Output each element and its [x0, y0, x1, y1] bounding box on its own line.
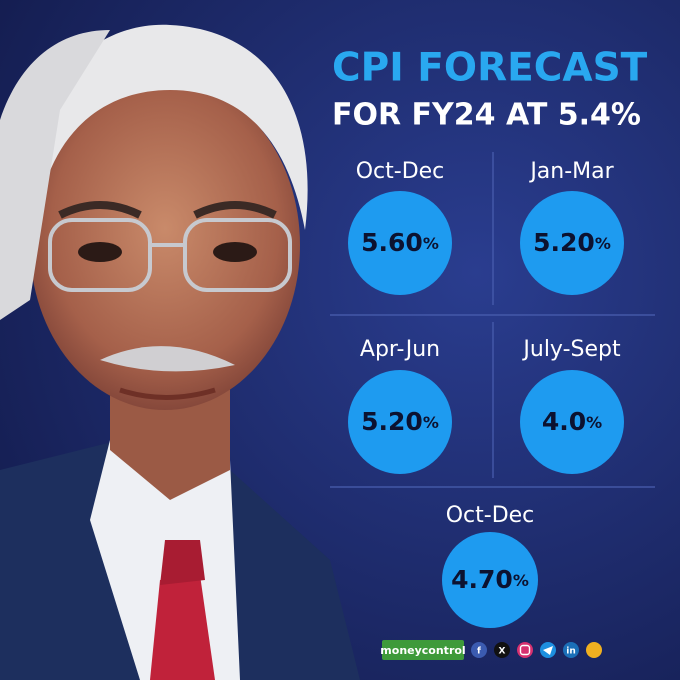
social-icon [471, 642, 487, 658]
value-unit: % [423, 413, 439, 432]
period-label: July-Sept [521, 337, 621, 362]
period-label: Oct-Dec [446, 503, 535, 528]
value-circle [520, 191, 624, 295]
value: 4.70% [451, 565, 529, 594]
value-number: 5.20 [361, 407, 423, 436]
social-letter: f [477, 647, 481, 657]
value-circle [348, 191, 452, 295]
social-icon [563, 642, 579, 658]
value-circle [442, 532, 538, 628]
value-number: 4.70 [451, 565, 513, 594]
portrait [0, 24, 360, 680]
period-label: Apr-Jun [360, 337, 440, 362]
value-unit: % [513, 571, 529, 590]
value-circle [348, 370, 452, 474]
social-letter: X [499, 647, 506, 657]
brand: moneycontrol [380, 644, 465, 657]
value-circle [520, 370, 624, 474]
coin-icon [586, 642, 602, 658]
brand-logo [382, 640, 464, 660]
value: 4.0% [542, 407, 602, 436]
value: 5.20% [533, 228, 611, 257]
value-number: 5.20 [533, 228, 595, 257]
value-number: 4.0 [542, 407, 586, 436]
value-number: 5.60 [361, 228, 423, 257]
forecast-panels: Oct-Dec 5.60% Jan-Mar 5.20% Apr-Jun 5.20% July… [348, 159, 624, 628]
social-icon [494, 642, 510, 658]
value-unit: % [586, 413, 602, 432]
subtitle: FOR FY24 AT 5.4% [332, 98, 641, 133]
instagram-icon [517, 642, 533, 658]
value-unit: % [423, 234, 439, 253]
title: CPI FORECAST [332, 46, 648, 91]
value: 5.20% [361, 407, 439, 436]
social-letter: in [566, 647, 576, 657]
value: 5.60% [361, 228, 439, 257]
period-label: Oct-Dec [356, 159, 445, 184]
period-label: Jan-Mar [528, 159, 614, 184]
value-unit: % [595, 234, 611, 253]
